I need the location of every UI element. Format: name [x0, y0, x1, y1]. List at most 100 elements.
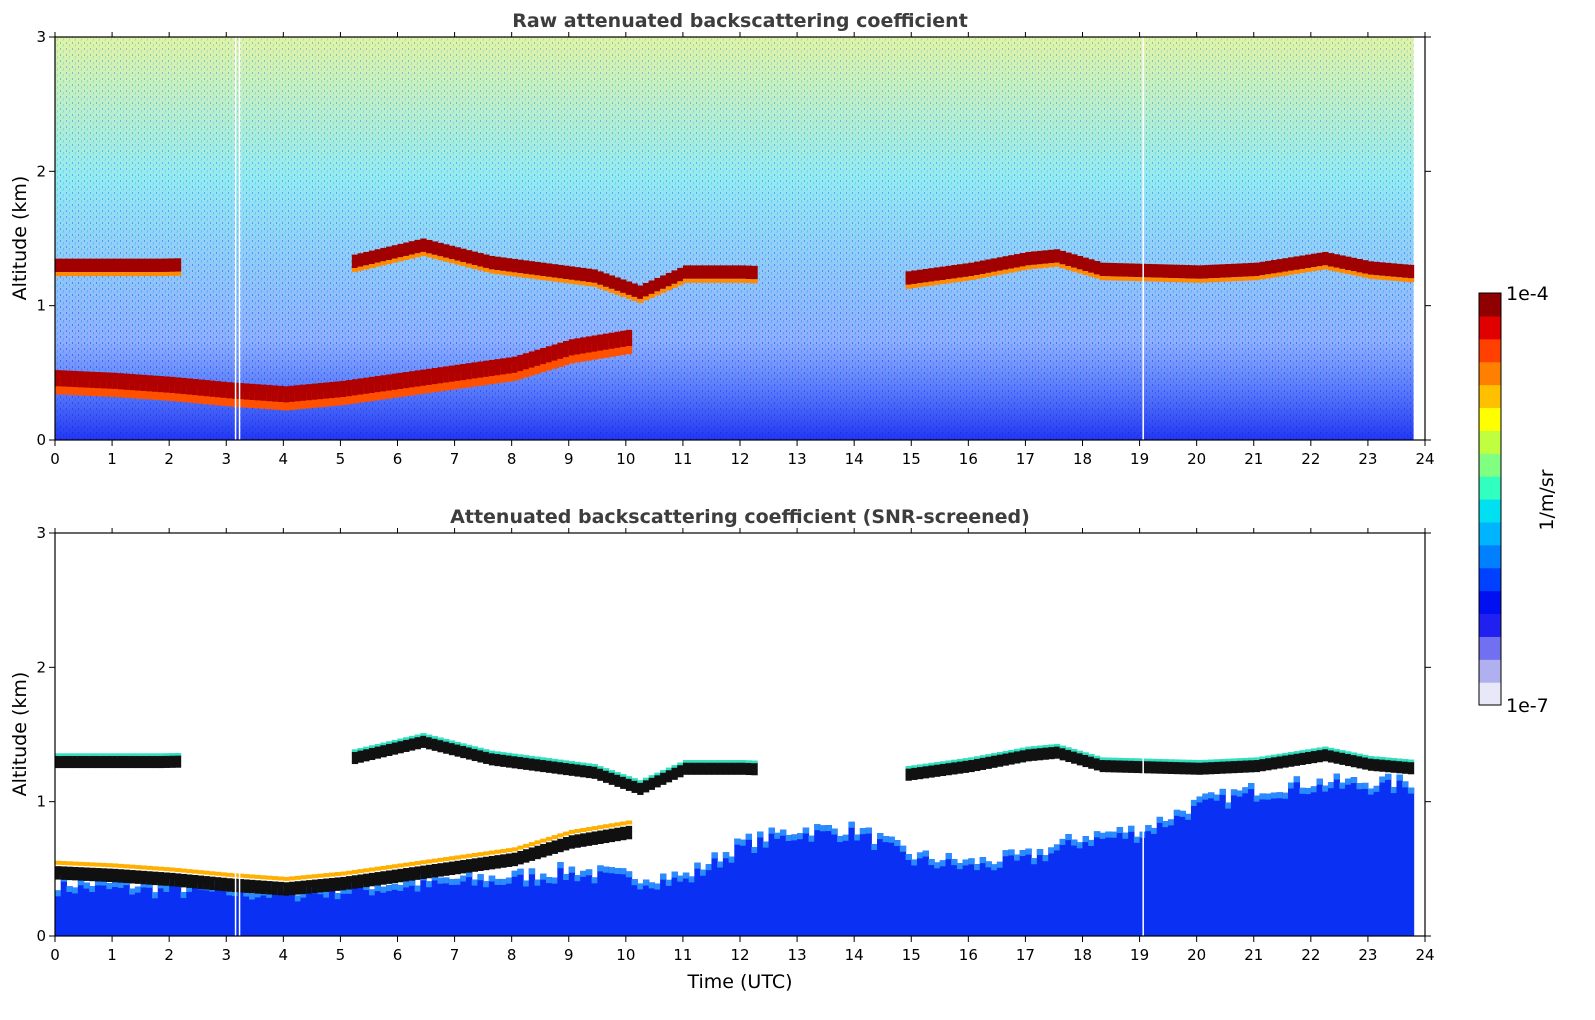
screened-edge [1099, 832, 1106, 839]
boundary-layer-mark [157, 872, 165, 886]
screened-aerosol [1236, 790, 1243, 936]
elevated-layer-mark [1288, 257, 1295, 271]
screened-aerosol [722, 852, 730, 936]
elevated-layer-mark [174, 258, 182, 272]
elevated-layer-mark [1099, 262, 1106, 277]
elevated-layer-mark [991, 755, 998, 768]
layer-edge [454, 741, 461, 746]
elevated-layer-mark [968, 262, 975, 277]
screened-aerosol [1213, 794, 1221, 936]
layer-edge [545, 276, 553, 281]
elevated-layer-mark [1105, 262, 1112, 277]
layer-edge [614, 772, 621, 777]
elevated-layer-mark [1248, 262, 1255, 277]
layer-edge [146, 272, 153, 277]
screened-aerosol [203, 884, 210, 936]
layer-edge [1407, 278, 1415, 283]
layer-edge [1402, 277, 1409, 282]
boundary-layer-mark [243, 383, 250, 400]
boundary-layer-mark [55, 866, 62, 880]
layer-edge [237, 873, 244, 878]
layer-edge [603, 768, 610, 773]
boundary-layer-mark [340, 876, 347, 891]
screened-edge [1093, 831, 1101, 838]
screened-aerosol [60, 875, 68, 936]
screened-edge [1230, 789, 1238, 796]
elevated-layer-mark [614, 774, 621, 787]
elevated-layer-mark [1225, 761, 1232, 774]
elevated-layer-mark [916, 269, 924, 284]
layer-edge [654, 291, 661, 296]
layer-edge [346, 870, 353, 875]
layer-edge [420, 860, 427, 865]
screened-edge [300, 891, 307, 898]
elevated-layer-mark [1156, 761, 1164, 774]
elevated-layer-mark [443, 741, 450, 754]
boundary-layer-mark [545, 842, 553, 856]
screened-aerosol [951, 859, 958, 936]
layer-edge [117, 863, 125, 868]
layer-edge [1310, 267, 1318, 272]
boundary-layer-mark [306, 384, 313, 401]
layer-edge [728, 760, 735, 765]
elevated-layer-mark [134, 755, 142, 769]
colorbar-step [1479, 338, 1501, 363]
layer-edge [1179, 278, 1186, 283]
boundary-layer-mark [226, 878, 233, 892]
elevated-layer-mark [911, 270, 918, 284]
layer-edge [1093, 274, 1101, 279]
panel-screened-ticks: 0 1 2 3 4 5 6 7 8 9 10 11 12 13 14 15 16 17 18 19 20 21 22 23 24… [36, 524, 1434, 964]
screened-aerosol [254, 891, 262, 936]
screened-aerosol [894, 840, 901, 936]
elevated-layer-mark [580, 765, 587, 778]
layer-edge [1345, 270, 1352, 275]
screened-edge [408, 879, 416, 886]
screened-edge [916, 852, 924, 859]
screened-edge [1105, 831, 1112, 838]
elevated-layer-mark [368, 250, 376, 265]
boundary-layer-mark [511, 852, 518, 867]
elevated-layer-mark [905, 271, 912, 285]
screened-aerosol [66, 886, 73, 936]
layer-edge [1128, 758, 1135, 763]
boundary-layer-mark [397, 868, 404, 883]
layer-edge [962, 276, 969, 281]
x-tick-label: 2 [164, 946, 174, 964]
elevated-layer-mark [574, 764, 581, 777]
layer-edge [77, 272, 85, 277]
screened-edge [1362, 782, 1369, 789]
elevated-layer-mark [357, 750, 364, 763]
screened-edge [1310, 786, 1318, 793]
colorbar-steps [1479, 293, 1501, 706]
layer-edge [585, 282, 593, 287]
boundary-layer-mark [152, 871, 159, 886]
screened-edge [591, 877, 598, 884]
colorbar-step [1479, 499, 1501, 523]
boundary-layer-mark [117, 869, 125, 883]
elevated-layer-mark [1208, 762, 1215, 775]
screened-aerosol [1133, 836, 1141, 936]
layer-edge [745, 279, 753, 284]
screened-edge [294, 895, 302, 902]
elevated-layer-mark [1168, 264, 1175, 279]
boundary-layer-mark [386, 870, 393, 884]
screened-aerosol [1396, 774, 1403, 936]
layer-edge [734, 760, 741, 765]
screened-aerosol [146, 881, 153, 936]
elevated-layer-mark [1396, 761, 1403, 774]
screened-edge [939, 860, 947, 867]
elevated-layer-mark [1242, 263, 1249, 277]
layer-edge [979, 755, 987, 760]
layer-edge [665, 286, 673, 291]
elevated-layer-mark [996, 754, 1004, 767]
screened-aerosol [528, 868, 536, 936]
layer-edge [991, 271, 998, 276]
screened-edge [380, 886, 387, 893]
screened-edge [1242, 787, 1249, 794]
elevated-layer-mark [1293, 753, 1301, 766]
elevated-layer-mark [374, 249, 381, 263]
screened-aerosol [728, 856, 735, 936]
layer-edge [934, 280, 941, 285]
screened-edge [905, 854, 912, 861]
layer-edge [106, 863, 113, 868]
